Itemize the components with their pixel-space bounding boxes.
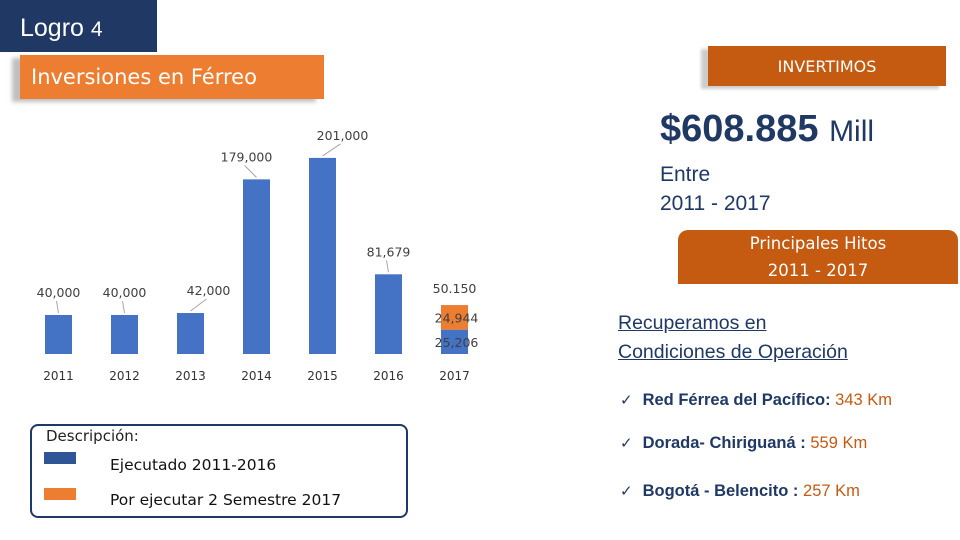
x-tick-label: 2011	[43, 369, 74, 383]
investment-amount: $608.885	[660, 108, 819, 150]
bar-2013-executed	[177, 313, 204, 354]
data-label-leader	[56, 300, 59, 314]
investment-total: $608.885 Mill	[660, 108, 874, 151]
bar-2011-executed	[45, 314, 72, 354]
hito-item: ✓ Dorada- Chiriguaná : 559 Km	[620, 434, 867, 453]
bar-2016-executed	[375, 274, 402, 354]
x-tick-label: 2014	[241, 369, 272, 383]
hitos-period: 2011 - 2017	[767, 261, 869, 280]
data-label: 24,944	[435, 310, 479, 325]
hito-value: 257 Km	[803, 482, 860, 500]
hito-name: Bogotá - Belencito :	[642, 482, 799, 500]
section-title: Inversiones en Férreo	[20, 55, 324, 99]
period-line-2: 2011 - 2017	[660, 192, 771, 215]
bar-2015-executed	[309, 157, 336, 354]
legend-swatch-executed	[44, 452, 76, 464]
investment-unit: Mill	[829, 115, 875, 148]
investment-bar-chart: 2011 2012 2013 2014 2015 2016 2017 40,000 40,000…	[37, 128, 479, 383]
hito-value: 343 Km	[835, 391, 893, 409]
data-label: 201,000	[317, 128, 369, 143]
logro-badge: Logro 4	[0, 0, 157, 52]
hitos-subtitle: Recuperamos en Condiciones de Operación	[618, 309, 848, 367]
period-line-1: Entre	[660, 163, 711, 186]
invertimos-banner: INVERTIMOS	[708, 46, 946, 86]
hito-value: 559 Km	[810, 434, 868, 452]
data-label-leader	[190, 298, 207, 312]
x-tick-label: 2012	[109, 369, 140, 383]
data-label: 81,679	[367, 244, 411, 259]
x-tick-label: 2013	[175, 369, 206, 383]
legend-title: Descripción:	[46, 427, 139, 445]
bar-2017-pending	[441, 305, 468, 330]
legend-label-pending: Por ejecutar 2 Semestre 2017	[110, 491, 342, 509]
data-label: 40,000	[103, 285, 147, 300]
hito-item: ✓ Red Férrea del Pacífico: 343 Km	[620, 391, 892, 410]
data-label: 40,000	[37, 285, 81, 300]
check-icon: ✓	[620, 434, 633, 452]
data-label: 42,000	[187, 283, 231, 298]
bar-2014-executed	[243, 179, 270, 354]
logro-number: 4	[90, 18, 103, 41]
x-tick-label: 2017	[439, 369, 470, 383]
legend-box	[30, 424, 408, 518]
data-label-leader	[322, 143, 341, 157]
data-label-total: 50.150	[433, 281, 477, 296]
x-tick-label: 2015	[307, 369, 338, 383]
bar-2017-executed	[441, 329, 468, 354]
check-icon: ✓	[620, 391, 633, 409]
data-label-leader	[386, 260, 389, 273]
legend-label-executed: Ejecutado 2011-2016	[110, 456, 277, 474]
check-icon: ✓	[620, 482, 633, 500]
data-label-leader	[244, 165, 257, 178]
hitos-subtitle-line-1: Recuperamos en	[618, 312, 767, 334]
hito-name: Red Férrea del Pacífico:	[642, 391, 831, 409]
hitos-banner: Principales Hitos 2011 - 2017	[678, 230, 958, 284]
data-label-leader	[122, 300, 125, 314]
legend-swatch-pending	[44, 488, 76, 500]
hito-item: ✓ Bogotá - Belencito : 257 Km	[620, 482, 860, 501]
data-label: 179,000	[221, 149, 273, 164]
data-label: 25,206	[435, 335, 479, 350]
hito-name: Dorada- Chiriguaná :	[642, 434, 806, 452]
hitos-title: Principales Hitos	[749, 234, 887, 253]
logro-label: Logro	[20, 14, 84, 42]
x-tick-label: 2016	[373, 369, 404, 383]
bar-2012-executed	[111, 314, 138, 354]
hitos-subtitle-line-2: Condiciones de Operación	[618, 341, 848, 363]
